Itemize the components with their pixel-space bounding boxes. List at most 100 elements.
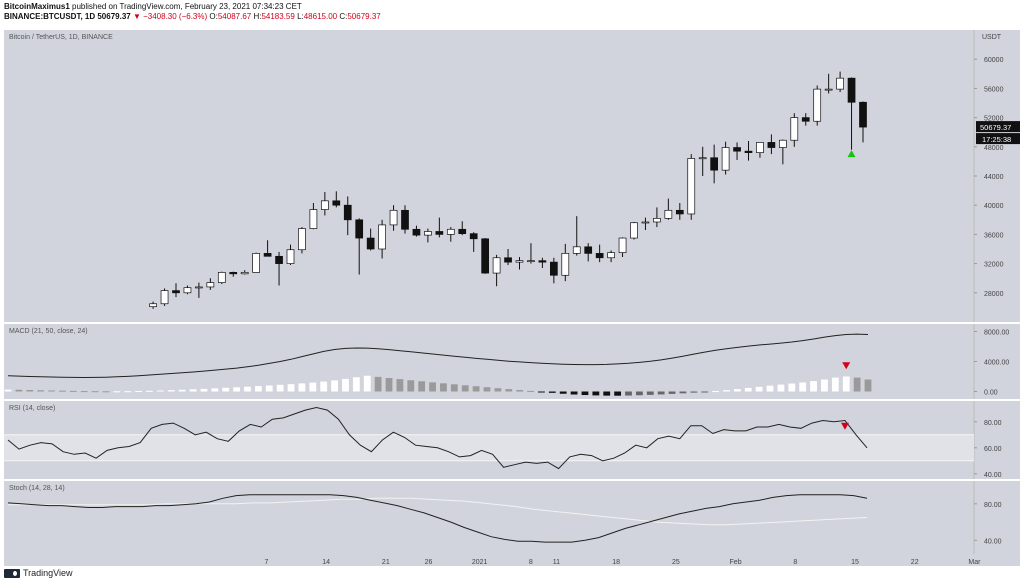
- bull-candle[interactable]: [149, 303, 157, 308]
- macd-histogram-bar: [831, 377, 839, 392]
- macd-histogram-bar: [244, 386, 251, 392]
- bull-candle[interactable]: [492, 257, 501, 274]
- price-axis-background: [974, 481, 1020, 554]
- bull-candle[interactable]: [321, 200, 329, 210]
- bear-candle[interactable]: [275, 255, 283, 264]
- macd-histogram-bar: [853, 377, 861, 392]
- bull-candle[interactable]: [424, 231, 432, 236]
- bear-candle[interactable]: [504, 257, 512, 263]
- bull-candle[interactable]: [252, 253, 260, 273]
- y-axis-unit-label: USDT: [982, 34, 1002, 41]
- macd-histogram-bar: [418, 381, 426, 392]
- bear-candle[interactable]: [401, 209, 409, 230]
- bear-candle[interactable]: [675, 209, 684, 215]
- footer: TradingView: [4, 568, 73, 578]
- macd-histogram-bar: [472, 386, 480, 392]
- bear-candle[interactable]: [458, 228, 467, 235]
- bear-candle[interactable]: [366, 237, 375, 250]
- bear-candle[interactable]: [549, 261, 558, 276]
- bear-candle[interactable]: [710, 157, 719, 171]
- sell-signal-arrow-icon: [842, 362, 851, 370]
- high-label: H:: [253, 12, 262, 21]
- macd-histogram-bar: [570, 391, 578, 395]
- bull-candle[interactable]: [286, 249, 295, 264]
- bull-candle[interactable]: [389, 209, 398, 226]
- buy-signal-arrow-icon: [847, 150, 856, 158]
- trading-chart[interactable]: 28000 32000 36000 40000 44000 48000 52000 56000…: [0, 24, 1024, 566]
- bull-candle[interactable]: [561, 253, 570, 276]
- macd-line: [7, 333, 869, 379]
- bear-candle[interactable]: [332, 200, 341, 206]
- bull-candle[interactable]: [653, 217, 661, 223]
- bull-candle[interactable]: [183, 287, 192, 294]
- bull-candle[interactable]: [824, 88, 833, 91]
- macd-histogram-bar: [211, 388, 219, 392]
- bear-candle[interactable]: [412, 228, 421, 236]
- macd-histogram-bar: [440, 383, 447, 392]
- bull-candle[interactable]: [446, 228, 455, 235]
- author-name[interactable]: BitcoinMaximus1: [4, 2, 70, 11]
- macd-histogram-bar: [788, 383, 796, 392]
- bull-candle[interactable]: [240, 272, 249, 275]
- bear-candle[interactable]: [595, 253, 604, 259]
- x-tick-label: 8: [793, 559, 797, 566]
- bear-candle[interactable]: [469, 233, 478, 240]
- bull-candle[interactable]: [664, 209, 673, 219]
- bull-candle[interactable]: [790, 117, 799, 141]
- bear-candle[interactable]: [172, 290, 180, 294]
- macd-histogram-bar: [102, 391, 110, 393]
- bull-candle[interactable]: [607, 252, 615, 259]
- bull-candle[interactable]: [298, 228, 306, 251]
- candles-group: [149, 71, 867, 309]
- bear-candle[interactable]: [435, 231, 444, 235]
- close-label: C:: [339, 12, 348, 21]
- bull-candle[interactable]: [618, 237, 627, 254]
- bull-candle[interactable]: [756, 142, 764, 153]
- bear-candle[interactable]: [229, 272, 238, 275]
- bull-candle[interactable]: [206, 282, 215, 288]
- bear-candle[interactable]: [343, 204, 352, 221]
- bull-candle[interactable]: [515, 260, 524, 263]
- macd-histogram-bar: [26, 390, 34, 392]
- bear-candle[interactable]: [584, 246, 593, 254]
- y-tick-label: 0.00: [984, 390, 998, 397]
- bull-candle[interactable]: [687, 158, 696, 215]
- bear-candle[interactable]: [744, 150, 753, 153]
- tradingview-logo-icon[interactable]: [4, 568, 20, 578]
- bull-candle[interactable]: [572, 246, 581, 254]
- y-tick-label: 52000: [984, 116, 1004, 123]
- macd-histogram-bar: [592, 391, 600, 396]
- bull-candle[interactable]: [160, 290, 169, 305]
- bear-candle[interactable]: [263, 253, 272, 257]
- bear-candle[interactable]: [859, 101, 867, 128]
- bear-candle[interactable]: [538, 260, 547, 263]
- x-tick-label: Feb: [730, 559, 742, 566]
- bull-candle[interactable]: [630, 222, 638, 239]
- bull-candle[interactable]: [527, 260, 535, 263]
- rsi-band: [4, 434, 974, 461]
- bull-candle[interactable]: [217, 272, 226, 283]
- bear-candle[interactable]: [767, 142, 776, 148]
- bear-candle[interactable]: [481, 238, 489, 274]
- macd-histogram-bar: [810, 381, 817, 392]
- bull-candle[interactable]: [813, 88, 822, 122]
- bull-candle[interactable]: [641, 221, 650, 224]
- bear-candle[interactable]: [355, 219, 364, 239]
- indicator-title: RSI (14, close): [9, 405, 55, 412]
- bull-candle[interactable]: [836, 77, 844, 90]
- high-value: 54183.59: [261, 12, 295, 21]
- publish-line: BitcoinMaximus1 published on TradingView…: [4, 2, 381, 12]
- bull-candle[interactable]: [378, 224, 386, 250]
- low-value: 48615.00: [303, 12, 338, 21]
- x-tick-label: 15: [851, 559, 859, 566]
- bear-candle[interactable]: [733, 147, 741, 152]
- bull-candle[interactable]: [721, 147, 730, 171]
- bull-candle[interactable]: [309, 209, 318, 229]
- bear-candle[interactable]: [801, 117, 810, 122]
- bull-candle[interactable]: [698, 157, 707, 160]
- close-value: 50679.37: [347, 12, 381, 21]
- y-tick-label: 40.00: [984, 472, 1002, 479]
- bull-candle[interactable]: [195, 286, 203, 289]
- bull-candle[interactable]: [778, 139, 787, 148]
- bear-candle[interactable]: [847, 77, 856, 103]
